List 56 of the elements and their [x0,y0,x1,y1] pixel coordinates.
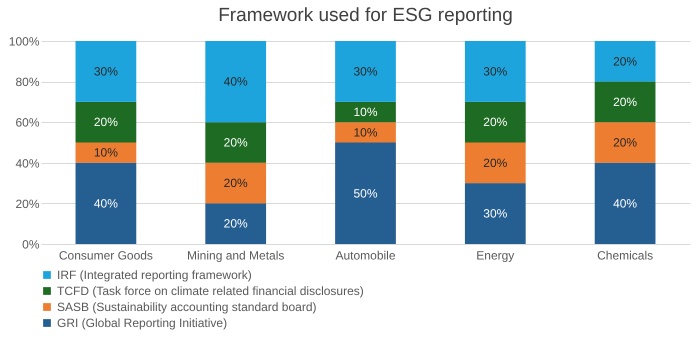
x-tick-label: Mining and Metals [187,248,284,262]
data-label: 40% [613,196,638,210]
data-label: 20% [613,94,638,109]
y-tick-label: 20% [15,196,40,211]
bar [76,162,136,244]
y-tick-label: 0% [22,238,40,252]
x-tick-label: Chemicals [597,248,654,262]
bar [594,82,656,122]
bar [594,122,656,163]
legend-label: IRF (Integrated reporting framework) [57,268,252,282]
bar [335,142,396,244]
y-tick-label: 80% [15,75,40,90]
y-tick-label: 100% [8,34,40,48]
bar [464,41,526,102]
data-label: 20% [613,136,638,150]
bar [464,183,526,244]
bar [335,41,396,102]
bar [205,203,266,244]
bar [76,41,136,102]
data-label: 20% [224,136,248,150]
bar [205,41,266,122]
data-label: 20% [94,115,118,130]
legend-label: TCFD (Task force on climate related financial disclosures) [57,284,364,298]
data-label: 30% [353,64,378,78]
legend-label: SASB (Sustainability accounting standard board) [57,300,316,314]
data-label: 20% [224,176,248,190]
data-label: 10% [353,125,378,140]
x-tick-label: Consumer Goods [58,248,153,262]
bar [76,142,136,163]
data-label: 50% [353,186,378,200]
bar [594,162,656,244]
data-label: 40% [224,74,248,89]
bar [464,102,526,142]
bar [205,162,266,204]
x-tick-label: Energy [476,248,514,262]
data-label: 30% [94,64,118,78]
data-label: 10% [353,105,378,120]
y-tick-label: 60% [15,116,40,130]
bar [335,102,396,122]
chart-title: Framework used for ESG reporting [218,5,513,26]
data-label: 10% [94,146,118,160]
bar [335,122,396,142]
data-label: 20% [224,216,248,231]
bar [594,41,656,82]
bar [464,142,526,184]
x-tick-label: Automobile [335,248,396,262]
bar [205,122,266,163]
data-label: 30% [483,64,508,78]
legend-label: GRI (Global Reporting Initiative) [57,316,228,330]
data-label: 30% [483,206,508,221]
data-label: 20% [483,115,508,130]
data-label: 40% [94,196,118,210]
data-label: 20% [613,54,638,68]
bar [76,102,136,142]
data-label: 20% [483,156,508,170]
y-tick-label: 40% [15,156,40,170]
